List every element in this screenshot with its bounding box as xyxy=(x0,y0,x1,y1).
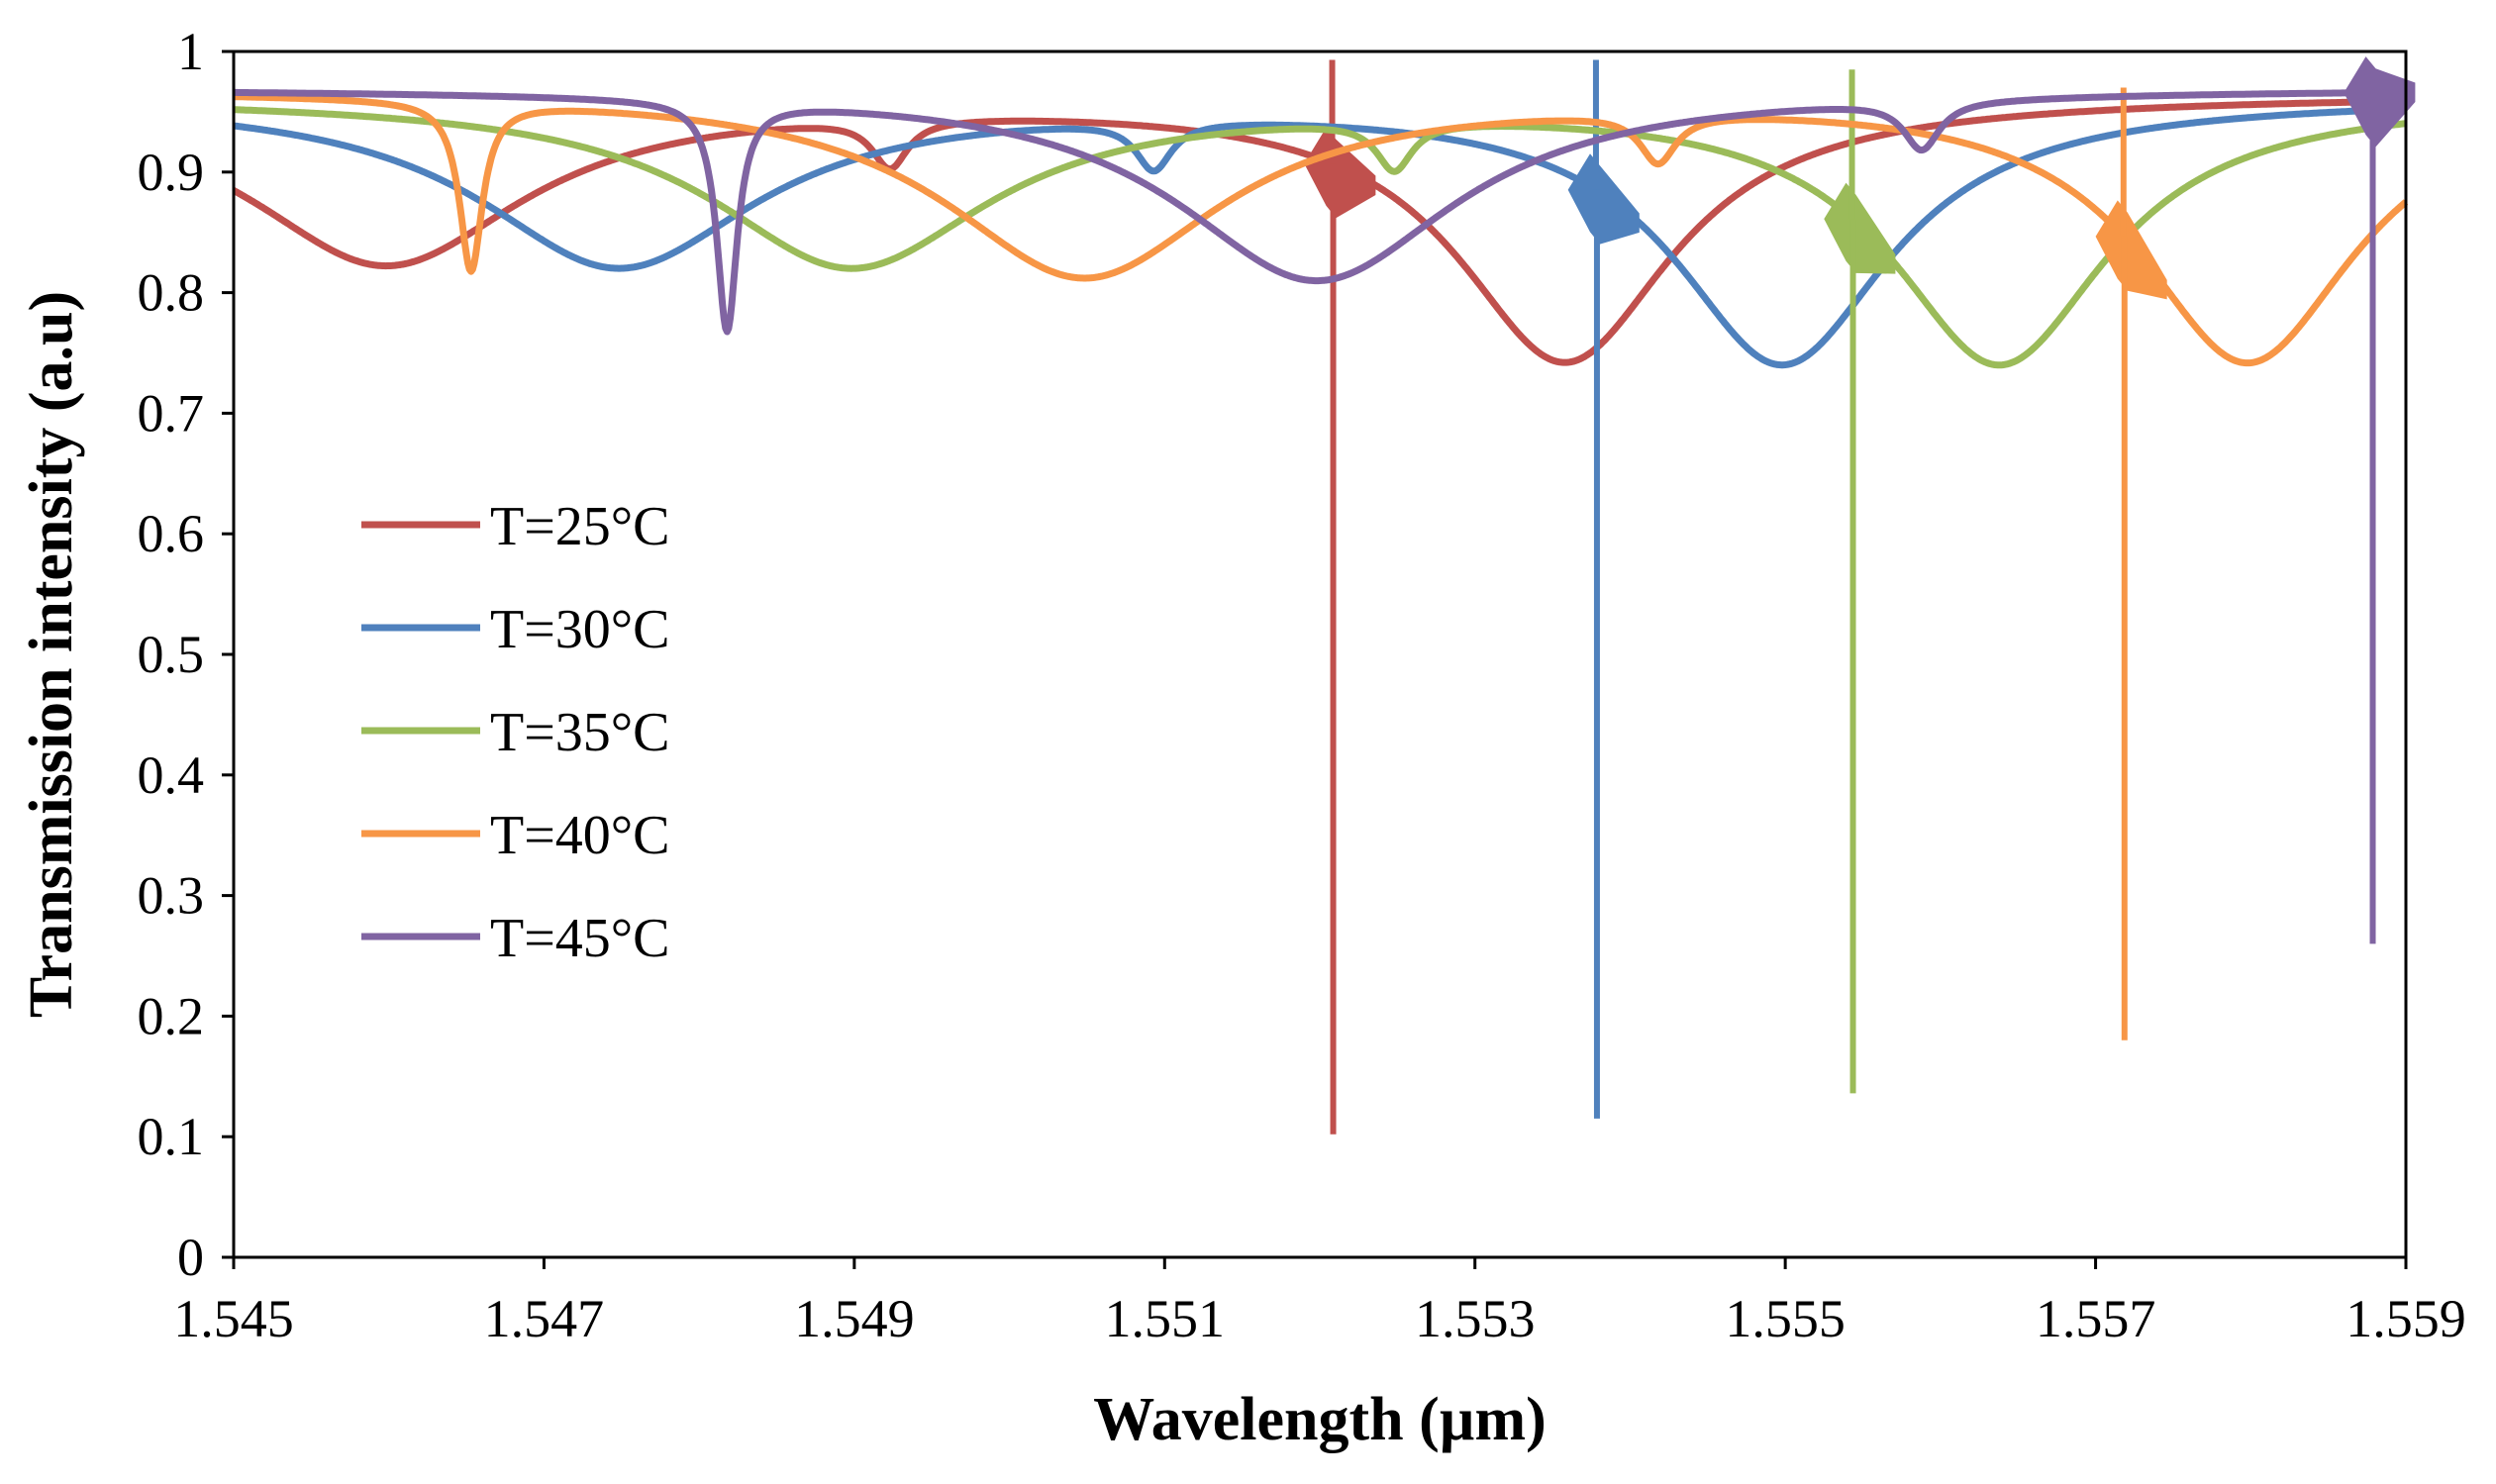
y-tick-label: 0.6 xyxy=(138,504,205,563)
series-line-5 xyxy=(232,88,2408,336)
resonance-band-5 xyxy=(2344,56,2416,148)
series-layer xyxy=(232,56,2416,1135)
y-tick-label: 1 xyxy=(177,22,204,81)
y-tick-label: 0.2 xyxy=(138,986,205,1045)
y-tick-label: 0.1 xyxy=(138,1107,205,1166)
resonance-band-1 xyxy=(1304,127,1376,219)
legend-label-2: T=30°C xyxy=(490,599,670,660)
y-tick-label: 0.8 xyxy=(138,263,205,323)
resonance-band-4 xyxy=(2095,200,2167,300)
legend-label-5: T=45°C xyxy=(490,908,670,969)
x-tick-label: 1.547 xyxy=(484,1289,605,1348)
x-tick-label: 1.545 xyxy=(173,1289,294,1348)
y-tick-label: 0.9 xyxy=(138,143,205,202)
resonance-band-2 xyxy=(1567,153,1640,245)
y-tick-label: 0.3 xyxy=(138,866,205,926)
y-tick-label: 0 xyxy=(177,1228,204,1287)
y-tick-label: 0.7 xyxy=(138,383,205,443)
legend-label-3: T=35°C xyxy=(490,702,670,763)
x-tick-label: 1.555 xyxy=(1725,1289,1846,1348)
resonance-band-3 xyxy=(1824,182,1896,274)
x-tick-label: 1.549 xyxy=(794,1289,915,1348)
legend-label-1: T=25°C xyxy=(490,496,670,557)
series-line-3 xyxy=(232,106,2408,369)
x-axis: 1.545 1.547 1.549 1.551 1.553 1.555 1.557 1.559 xyxy=(173,1257,2466,1348)
x-tick-label: 1.557 xyxy=(2036,1289,2156,1348)
x-tick-label: 1.559 xyxy=(2346,1289,2466,1348)
y-tick-label: 0.4 xyxy=(138,745,205,805)
x-tick-label: 1.553 xyxy=(1415,1289,1536,1348)
y-tick-label: 0.5 xyxy=(138,625,205,684)
y-axis: 0 0.1 0.2 0.3 0.4 0.5 0.6 0.7 0.8 0.9 1 xyxy=(138,22,234,1287)
x-axis-title: Wavelength (µm) xyxy=(1093,1386,1547,1453)
y-axis-title: Transmission intensity (a.u) xyxy=(18,291,85,1018)
series-line-4 xyxy=(232,93,2409,367)
legend-label-4: T=40°C xyxy=(490,805,670,866)
legend: T=25°C T=30°C T=35°C T=40°C T=45°C xyxy=(361,496,670,969)
x-tick-label: 1.551 xyxy=(1105,1289,1226,1348)
